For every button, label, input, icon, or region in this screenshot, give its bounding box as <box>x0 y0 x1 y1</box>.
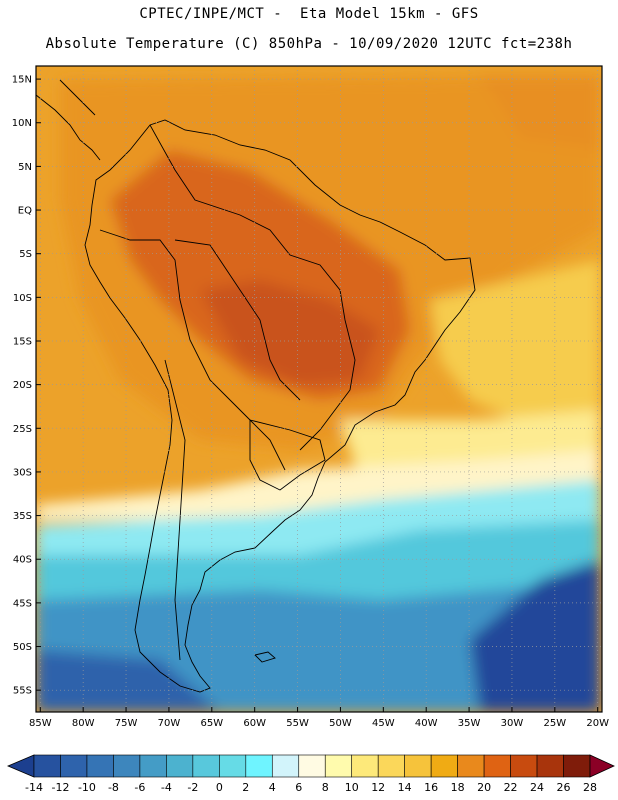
colorbar-label: 10 <box>345 781 359 794</box>
colorbar <box>6 754 615 778</box>
colorbar-segment <box>298 754 326 778</box>
colorbar-label: 18 <box>451 781 465 794</box>
colorbar-segment <box>351 754 379 778</box>
lon-tick-label: 45W <box>372 718 395 729</box>
colorbar-segment <box>404 754 432 778</box>
colorbar-segment <box>377 754 405 778</box>
colorbar-label: 28 <box>583 781 597 794</box>
lat-tick-label: 15S <box>13 336 32 347</box>
colorbar-label: -2 <box>187 781 198 794</box>
colorbar-label: 4 <box>269 781 276 794</box>
colorbar-label: 12 <box>371 781 385 794</box>
colorbar-label: 0 <box>216 781 223 794</box>
lon-tick-label: 55W <box>286 718 309 729</box>
colorbar-label: -8 <box>108 781 119 794</box>
colorbar-segment <box>271 754 300 778</box>
colorbar-segment <box>166 754 194 778</box>
colorbar-label: 26 <box>557 781 571 794</box>
colorbar-segment <box>60 754 88 778</box>
colorbar-label: 16 <box>424 781 438 794</box>
chart-title-line2: Absolute Temperature (C) 850hPa - 10/09/… <box>45 36 573 52</box>
lat-tick-label: 10N <box>12 118 32 129</box>
chart-title-line1: CPTEC/INPE/MCT - Eta Model 15km - GFS <box>139 6 479 22</box>
lat-tick-label: 5N <box>18 162 32 173</box>
field-hottest-core <box>200 280 380 385</box>
lat-tick-label: 45S <box>13 598 32 609</box>
colorbar-segment <box>33 754 61 778</box>
colorbar-label: 24 <box>530 781 544 794</box>
lon-tick-label: 35W <box>458 718 481 729</box>
colorbar-segment <box>430 754 458 778</box>
colorbar-segment <box>192 754 220 778</box>
colorbar-segment <box>324 754 353 778</box>
colorbar-segment <box>457 754 485 778</box>
lon-tick-label: 60W <box>243 718 266 729</box>
longitude-axis: 85W 80W 75W 70W 65W 60W 55W 50W 45W 40W 35W 30W 25W 2… <box>29 707 609 729</box>
lon-tick-label: 85W <box>29 718 52 729</box>
colorbar-arrow-high <box>589 754 615 778</box>
border-andes <box>99 229 286 661</box>
colorbar-label: -4 <box>161 781 172 794</box>
colorbar-label: 14 <box>398 781 412 794</box>
colorbar-label: 6 <box>295 781 302 794</box>
colorbar-segment <box>219 754 247 778</box>
field-cyan <box>36 520 600 610</box>
colorbar-label: -10 <box>78 781 96 794</box>
lat-tick-label: 50S <box>13 642 32 653</box>
colorbar-segment <box>563 754 591 778</box>
lat-tick-label: 40S <box>13 555 32 566</box>
lon-tick-label: 25W <box>544 718 567 729</box>
lon-tick-label: 40W <box>415 718 438 729</box>
colorbar-label: -12 <box>51 781 69 794</box>
lon-tick-label: 20W <box>586 718 609 729</box>
field-ne-warm <box>480 75 600 150</box>
colorbar-label: -14 <box>25 781 43 794</box>
colorbar-label: -6 <box>134 781 145 794</box>
lat-tick-label: 20S <box>13 380 32 391</box>
colorbar-label: 2 <box>242 781 249 794</box>
lat-tick-label: 5S <box>19 249 32 260</box>
lat-tick-label: 55S <box>13 686 32 697</box>
lon-tick-label: 75W <box>115 718 138 729</box>
lon-tick-label: 70W <box>158 718 181 729</box>
border-plata <box>249 419 326 491</box>
lat-tick-label: 25S <box>13 424 32 435</box>
lat-tick-label: 35S <box>13 511 32 522</box>
colorbar-label: 22 <box>504 781 518 794</box>
field-dark-blue-southeast <box>470 560 600 712</box>
colorbar-label: 20 <box>477 781 491 794</box>
colorbar-segment <box>86 754 114 778</box>
colorbar-segment <box>483 754 511 778</box>
lat-tick-label: 30S <box>13 467 32 478</box>
colorbar-segment <box>536 754 564 778</box>
coastline-south-america <box>84 119 476 693</box>
lon-tick-label: 80W <box>72 718 95 729</box>
border-brazil <box>149 124 356 451</box>
lat-tick-label: 15N <box>12 75 32 86</box>
coastlines <box>36 79 476 693</box>
colorbar-segment <box>510 754 538 778</box>
map-frame <box>35 65 603 713</box>
field-mild-atlantic <box>430 260 600 430</box>
coastline-central-america <box>36 79 101 161</box>
lon-tick-label: 65W <box>200 718 223 729</box>
lat-tick-label: 10S <box>13 293 32 304</box>
latitude-axis: 15N 10N 5N EQ 5S 10S 15S 20S 25S 30S 35S 40S 45S 50S 5… <box>12 75 41 697</box>
colorbar-segment <box>245 754 273 778</box>
temperature-field <box>36 66 602 712</box>
colorbar-arrow-low <box>6 754 35 778</box>
lon-tick-label: 30W <box>501 718 524 729</box>
field-dark-blue-southwest <box>36 650 220 712</box>
colorbar-labels: -14 -12 -10 -8 -6 -4 -2 0 2 4 6 8 10 12 14 16 18 20 22 24 26… <box>25 781 597 794</box>
lat-tick-label: EQ <box>18 206 32 217</box>
colorbar-segment <box>139 754 167 778</box>
colorbar-segment <box>113 754 141 778</box>
colorbar-label: 8 <box>322 781 329 794</box>
falkland-islands <box>254 651 276 663</box>
lon-tick-label: 50W <box>329 718 352 729</box>
